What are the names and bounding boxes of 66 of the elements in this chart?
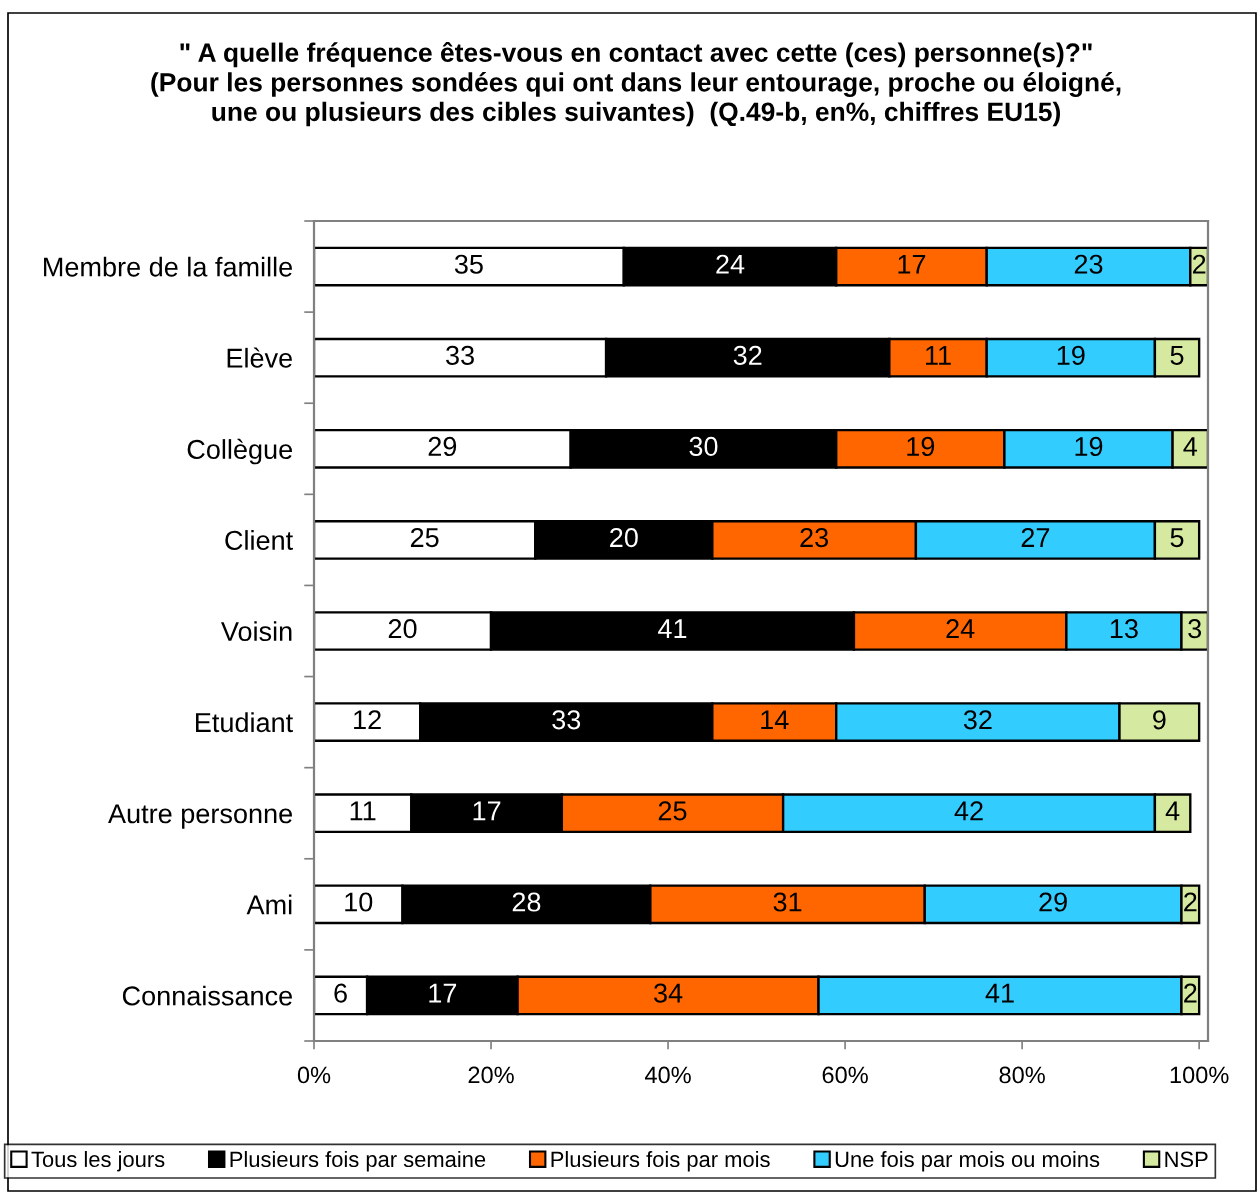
data-label: 33	[446, 345, 474, 365]
y-tick-label: Client	[225, 530, 293, 550]
data-label: 6	[334, 983, 347, 1003]
data-label: 2	[1184, 983, 1197, 1003]
data-label: 17	[898, 254, 926, 274]
data-label: 23	[1074, 254, 1103, 274]
data-label: 28	[512, 892, 541, 912]
y-tick-label: Voisin	[221, 621, 292, 642]
legend-label: Plusieurs fois par mois	[551, 1150, 770, 1172]
y-tick-label: Membre de la famille	[44, 256, 292, 277]
data-label: 5	[1170, 528, 1184, 548]
legend-label: Tous les jours	[31, 1150, 165, 1172]
data-label: 9	[1153, 710, 1166, 730]
y-tick-label: Ami	[246, 894, 292, 915]
data-label: 29	[428, 436, 457, 457]
data-label: 29	[1039, 892, 1067, 912]
data-label: 10	[345, 892, 373, 912]
data-label: 11	[350, 801, 376, 821]
data-label: 32	[733, 345, 762, 365]
data-label: 27	[1021, 527, 1050, 547]
y-tick-label: Connaissance	[122, 985, 292, 1006]
y-tick-label: Elève	[227, 347, 292, 368]
data-label: 35	[454, 254, 483, 274]
y-tick-label: Collègue	[187, 438, 292, 465]
chart-title: " A quelle fréquence êtes-vous en contact avec cette (ces) personne(s)?" (Pour les personnes sondées qui ont dans leur entourage, proche ou éloigné, une ou plusieurs des cibles suivantes) (Q.49-b, en%, chiffres EU15)	[151, 42, 1121, 127]
data-label: 2	[1184, 892, 1197, 912]
x-tick-label: 0%	[297, 1066, 331, 1084]
data-label: 31	[773, 892, 802, 912]
data-label: 14	[761, 710, 789, 730]
x-tick-label: 100%	[1170, 1066, 1229, 1084]
data-label: 41	[985, 983, 1014, 1003]
data-label: 5	[1170, 346, 1184, 365]
x-tick-label: 20%	[468, 1066, 514, 1084]
data-label: 33	[552, 710, 581, 730]
data-label: 42	[954, 801, 983, 821]
x-tick-label: 80%	[999, 1066, 1045, 1084]
data-label: 11	[926, 346, 951, 365]
x-tick-label: 60%	[822, 1066, 868, 1084]
y-tick-label: Autre personne	[108, 804, 292, 829]
y-tick-label: Etudiant	[196, 712, 293, 733]
data-label: 23	[800, 527, 828, 548]
data-label: 12	[354, 710, 381, 730]
data-label: 20	[610, 527, 638, 548]
legend-label: NSP	[1165, 1151, 1208, 1168]
data-label: 34	[654, 983, 683, 1003]
data-label: 19	[1075, 436, 1103, 457]
data-label: 3	[1188, 619, 1202, 639]
data-label: 25	[658, 801, 687, 821]
data-label: 25	[410, 527, 439, 548]
legend-label: Une fois par mois ou moins	[835, 1150, 1100, 1172]
data-label: 20	[388, 619, 417, 639]
legend-label: Plusieurs fois par semaine	[230, 1150, 486, 1172]
data-label: 17	[429, 983, 457, 1003]
x-tick-label: 40%	[644, 1066, 691, 1084]
data-label: 17	[473, 801, 501, 821]
data-label: 32	[963, 710, 992, 730]
data-label: 19	[907, 436, 935, 457]
data-label: 41	[658, 619, 687, 638]
data-label: 24	[716, 254, 745, 274]
data-label: 19	[1057, 345, 1085, 365]
data-label: 13	[1110, 619, 1138, 639]
data-label: 24	[946, 619, 975, 638]
data-label: 30	[689, 436, 718, 457]
data-label: 2	[1192, 254, 1206, 274]
data-label: 4	[1183, 437, 1198, 456]
data-label: 4	[1165, 801, 1180, 821]
